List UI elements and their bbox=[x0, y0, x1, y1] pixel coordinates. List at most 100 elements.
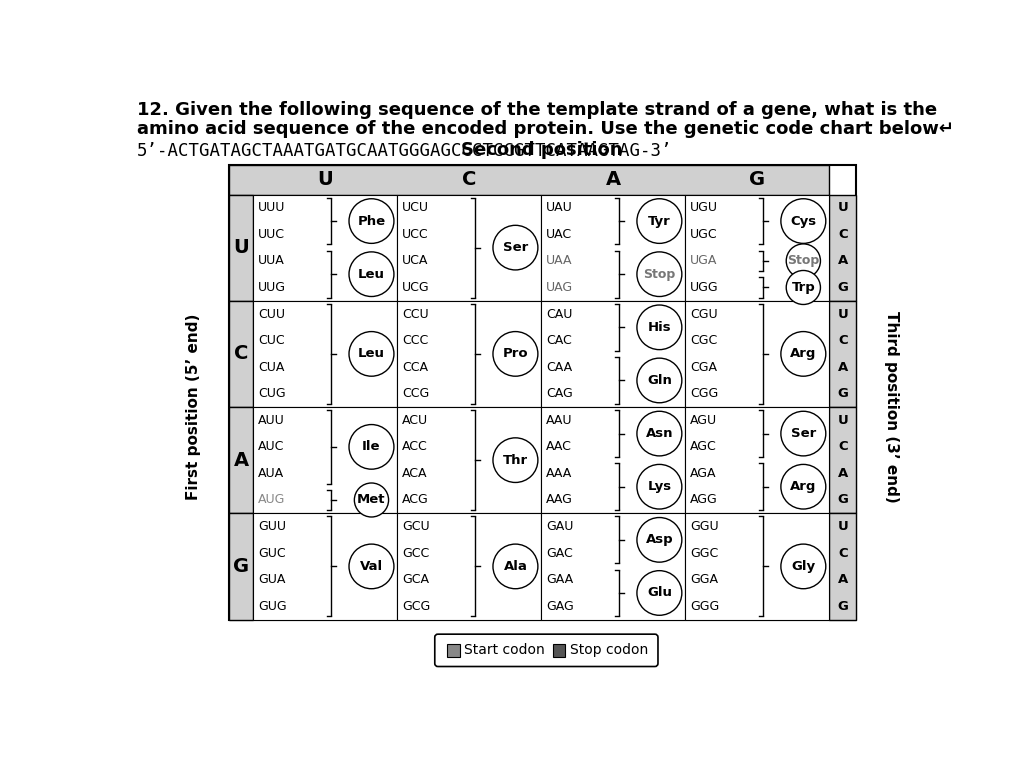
Text: G: G bbox=[838, 281, 848, 294]
Text: GAU: GAU bbox=[546, 520, 573, 533]
Text: CCC: CCC bbox=[402, 334, 429, 347]
Text: UCU: UCU bbox=[402, 201, 429, 215]
Bar bbox=[830, 195, 856, 301]
Text: Trp: Trp bbox=[792, 281, 815, 294]
Text: GCA: GCA bbox=[402, 573, 429, 586]
Text: Stop codon: Stop codon bbox=[570, 643, 648, 658]
Text: Tyr: Tyr bbox=[648, 215, 671, 228]
Text: GAC: GAC bbox=[546, 546, 573, 559]
Text: CUA: CUA bbox=[258, 361, 284, 374]
Text: GCC: GCC bbox=[402, 546, 430, 559]
Circle shape bbox=[637, 305, 682, 349]
Text: AGA: AGA bbox=[690, 467, 716, 480]
Bar bbox=[254, 301, 397, 407]
Bar bbox=[397, 513, 541, 619]
Text: 5’-ACTGATAGCTAAATGATGCAATGGGAGCCCTCCGTTCATAAGTAG-3’: 5’-ACTGATAGCTAAATGATGCAATGGGAGCCCTCCGTTC… bbox=[137, 142, 673, 160]
Bar bbox=[228, 165, 856, 619]
Text: AAG: AAG bbox=[546, 493, 573, 507]
Text: Lys: Lys bbox=[648, 480, 671, 493]
Text: AAC: AAC bbox=[546, 441, 572, 454]
Text: Ile: Ile bbox=[362, 441, 381, 454]
Text: UGC: UGC bbox=[690, 228, 717, 240]
Text: AUA: AUA bbox=[258, 467, 284, 480]
Text: CAC: CAC bbox=[546, 334, 572, 347]
Bar bbox=[397, 301, 541, 407]
Text: Gln: Gln bbox=[647, 374, 672, 387]
Text: Stop: Stop bbox=[643, 268, 675, 281]
Text: ACU: ACU bbox=[402, 414, 429, 427]
Text: GUU: GUU bbox=[258, 520, 286, 533]
Circle shape bbox=[349, 332, 394, 376]
Text: G: G bbox=[749, 170, 765, 189]
Text: Cys: Cys bbox=[791, 215, 816, 228]
Bar bbox=[541, 301, 685, 407]
Circle shape bbox=[493, 438, 538, 482]
Bar bbox=[685, 195, 830, 301]
Circle shape bbox=[637, 252, 682, 297]
Circle shape bbox=[637, 571, 682, 616]
Text: 12. Given the following sequence of the template strand of a gene, what is the: 12. Given the following sequence of the … bbox=[137, 101, 937, 119]
Text: UUC: UUC bbox=[258, 228, 285, 240]
Bar bbox=[228, 165, 830, 195]
Bar bbox=[685, 301, 830, 407]
Text: CAU: CAU bbox=[546, 307, 572, 320]
Text: GAG: GAG bbox=[546, 600, 574, 613]
Circle shape bbox=[787, 244, 820, 278]
Circle shape bbox=[637, 464, 682, 509]
Text: UGG: UGG bbox=[690, 281, 718, 294]
Text: AGU: AGU bbox=[690, 414, 717, 427]
Text: CUC: CUC bbox=[258, 334, 284, 347]
Text: C: C bbox=[462, 170, 477, 189]
Text: G: G bbox=[233, 557, 249, 576]
Text: First position (5’ end): First position (5’ end) bbox=[186, 314, 202, 500]
Circle shape bbox=[349, 425, 394, 470]
Text: CGA: CGA bbox=[690, 361, 717, 374]
Text: Thr: Thr bbox=[503, 454, 528, 466]
Text: Ser: Ser bbox=[502, 241, 528, 254]
Text: Leu: Leu bbox=[358, 347, 385, 361]
Text: A: A bbox=[838, 254, 848, 267]
Text: C: C bbox=[838, 228, 848, 240]
Bar bbox=[228, 407, 254, 513]
Text: G: G bbox=[838, 493, 848, 507]
Text: UCG: UCG bbox=[402, 281, 430, 294]
Text: CGU: CGU bbox=[690, 307, 717, 320]
Text: C: C bbox=[838, 334, 848, 347]
Circle shape bbox=[637, 358, 682, 403]
Text: Phe: Phe bbox=[357, 215, 386, 228]
Bar bbox=[397, 407, 541, 513]
Circle shape bbox=[637, 411, 682, 456]
Bar bbox=[254, 407, 397, 513]
Text: Ser: Ser bbox=[791, 427, 816, 440]
Text: Glu: Glu bbox=[647, 587, 672, 600]
Text: AAU: AAU bbox=[546, 414, 573, 427]
Bar bbox=[254, 513, 397, 619]
Text: CCA: CCA bbox=[402, 361, 428, 374]
Text: GGA: GGA bbox=[690, 573, 718, 586]
Text: UGA: UGA bbox=[690, 254, 717, 267]
Text: GUC: GUC bbox=[258, 546, 285, 559]
Text: G: G bbox=[838, 387, 848, 400]
Text: Third position (3’ end): Third position (3’ end) bbox=[884, 311, 899, 503]
Circle shape bbox=[493, 544, 538, 589]
Text: CCG: CCG bbox=[402, 387, 430, 400]
Circle shape bbox=[781, 411, 826, 456]
Text: GCU: GCU bbox=[402, 520, 430, 533]
Text: GGC: GGC bbox=[690, 546, 718, 559]
Bar bbox=[685, 513, 830, 619]
Text: His: His bbox=[648, 321, 671, 334]
Circle shape bbox=[781, 199, 826, 244]
Text: Asp: Asp bbox=[646, 533, 673, 546]
Text: Arg: Arg bbox=[790, 480, 816, 493]
Text: ACC: ACC bbox=[402, 441, 428, 454]
Text: CAA: CAA bbox=[546, 361, 572, 374]
Bar bbox=[830, 513, 856, 619]
Text: UAC: UAC bbox=[546, 228, 572, 240]
Text: C: C bbox=[838, 441, 848, 454]
Text: A: A bbox=[838, 361, 848, 374]
Text: Ala: Ala bbox=[503, 560, 528, 573]
Bar bbox=[541, 513, 685, 619]
Text: GAA: GAA bbox=[546, 573, 573, 586]
Text: A: A bbox=[606, 170, 621, 189]
Text: Start codon: Start codon bbox=[464, 643, 545, 658]
